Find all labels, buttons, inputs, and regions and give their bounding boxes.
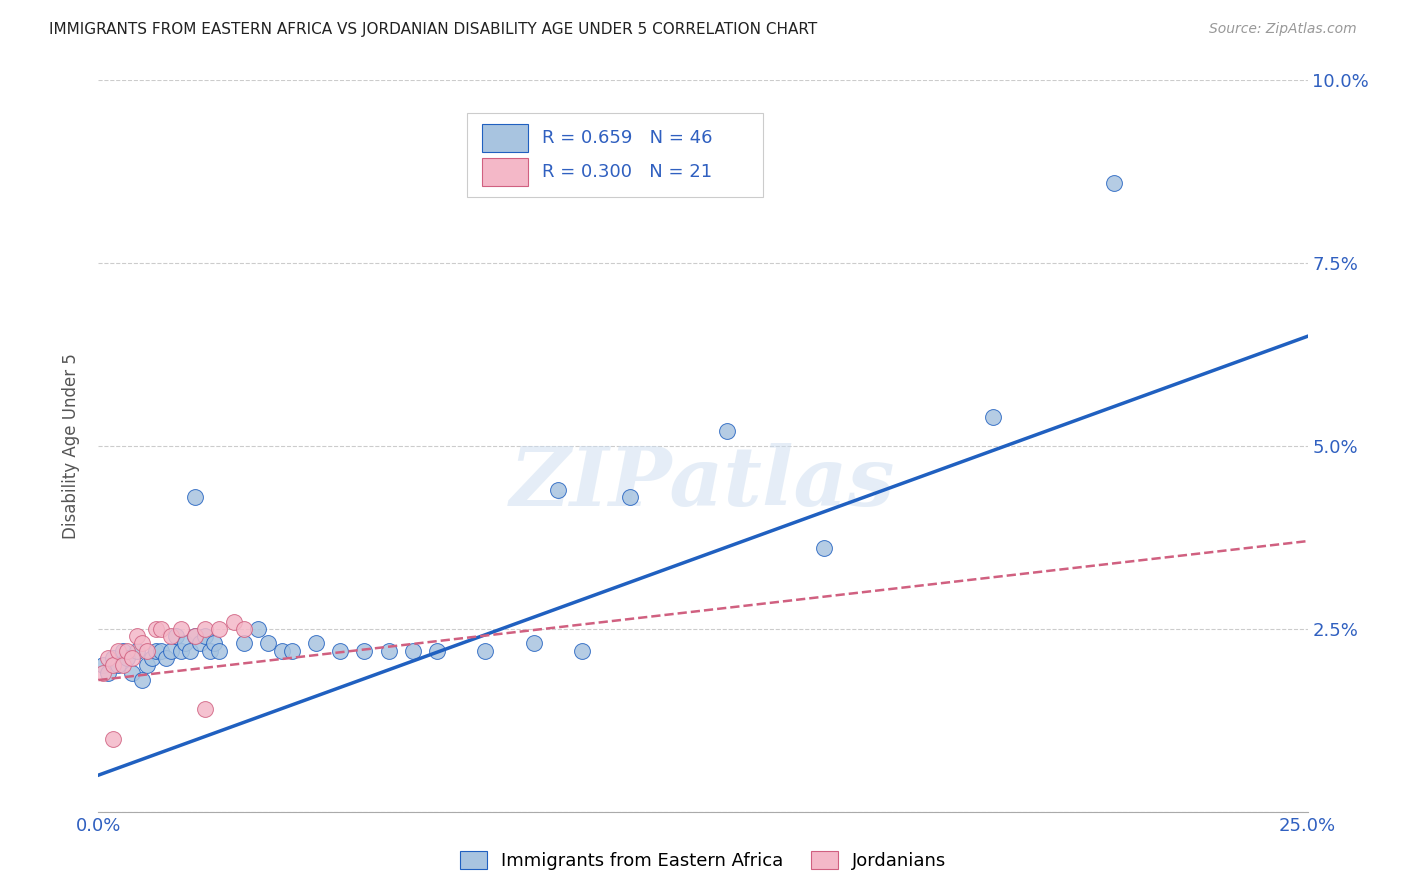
Point xyxy=(131,673,153,687)
Point xyxy=(184,629,207,643)
Point xyxy=(145,644,167,658)
Point xyxy=(222,615,245,629)
Point xyxy=(188,636,211,650)
Point xyxy=(232,636,254,650)
Point xyxy=(523,636,546,650)
Point xyxy=(91,658,114,673)
Point xyxy=(194,702,217,716)
Point xyxy=(208,622,231,636)
Point xyxy=(184,490,207,504)
Point xyxy=(981,409,1004,424)
Point xyxy=(179,644,201,658)
Point xyxy=(271,644,294,658)
Point xyxy=(174,636,197,650)
Point xyxy=(1102,176,1125,190)
Point xyxy=(204,636,226,650)
Text: Source: ZipAtlas.com: Source: ZipAtlas.com xyxy=(1209,22,1357,37)
Point xyxy=(247,622,270,636)
FancyBboxPatch shape xyxy=(482,124,527,152)
Point xyxy=(145,622,167,636)
Point xyxy=(547,483,569,497)
Point xyxy=(141,651,163,665)
Point xyxy=(329,644,352,658)
Text: ZIPatlas: ZIPatlas xyxy=(510,442,896,523)
Point xyxy=(716,425,738,439)
Point xyxy=(619,490,641,504)
Point xyxy=(131,636,153,650)
Point xyxy=(150,622,173,636)
Point xyxy=(91,665,114,680)
Point xyxy=(117,651,139,665)
Point xyxy=(281,644,304,658)
Point xyxy=(402,644,425,658)
Text: R = 0.659   N = 46: R = 0.659 N = 46 xyxy=(543,129,713,147)
Point xyxy=(232,622,254,636)
Point xyxy=(97,665,120,680)
Point xyxy=(194,629,217,643)
Point xyxy=(97,651,120,665)
Point xyxy=(107,658,129,673)
Point xyxy=(184,629,207,643)
Point xyxy=(135,658,157,673)
Text: IMMIGRANTS FROM EASTERN AFRICA VS JORDANIAN DISABILITY AGE UNDER 5 CORRELATION C: IMMIGRANTS FROM EASTERN AFRICA VS JORDAN… xyxy=(49,22,817,37)
Point xyxy=(194,622,217,636)
Legend: Immigrants from Eastern Africa, Jordanians: Immigrants from Eastern Africa, Jordania… xyxy=(453,844,953,878)
Point xyxy=(256,636,278,650)
Point xyxy=(160,629,183,643)
Point xyxy=(305,636,328,650)
Point xyxy=(127,644,149,658)
FancyBboxPatch shape xyxy=(467,113,763,197)
Point xyxy=(169,622,191,636)
Point xyxy=(160,644,183,658)
Point xyxy=(121,651,143,665)
Point xyxy=(127,629,149,643)
Point xyxy=(571,644,593,658)
Point xyxy=(474,644,496,658)
Y-axis label: Disability Age Under 5: Disability Age Under 5 xyxy=(62,353,80,539)
Text: R = 0.300   N = 21: R = 0.300 N = 21 xyxy=(543,162,713,181)
Point xyxy=(135,644,157,658)
Point xyxy=(813,541,835,556)
Point xyxy=(101,658,124,673)
Point xyxy=(111,644,134,658)
Point xyxy=(121,665,143,680)
Point xyxy=(169,644,191,658)
Point xyxy=(111,658,134,673)
Point xyxy=(150,644,173,658)
Point xyxy=(377,644,399,658)
Point xyxy=(353,644,375,658)
FancyBboxPatch shape xyxy=(482,158,527,186)
Point xyxy=(208,644,231,658)
Point xyxy=(101,651,124,665)
Point xyxy=(426,644,449,658)
Point xyxy=(165,629,187,643)
Point xyxy=(107,644,129,658)
Point xyxy=(117,644,139,658)
Point xyxy=(101,731,124,746)
Point xyxy=(155,651,177,665)
Point xyxy=(198,644,221,658)
